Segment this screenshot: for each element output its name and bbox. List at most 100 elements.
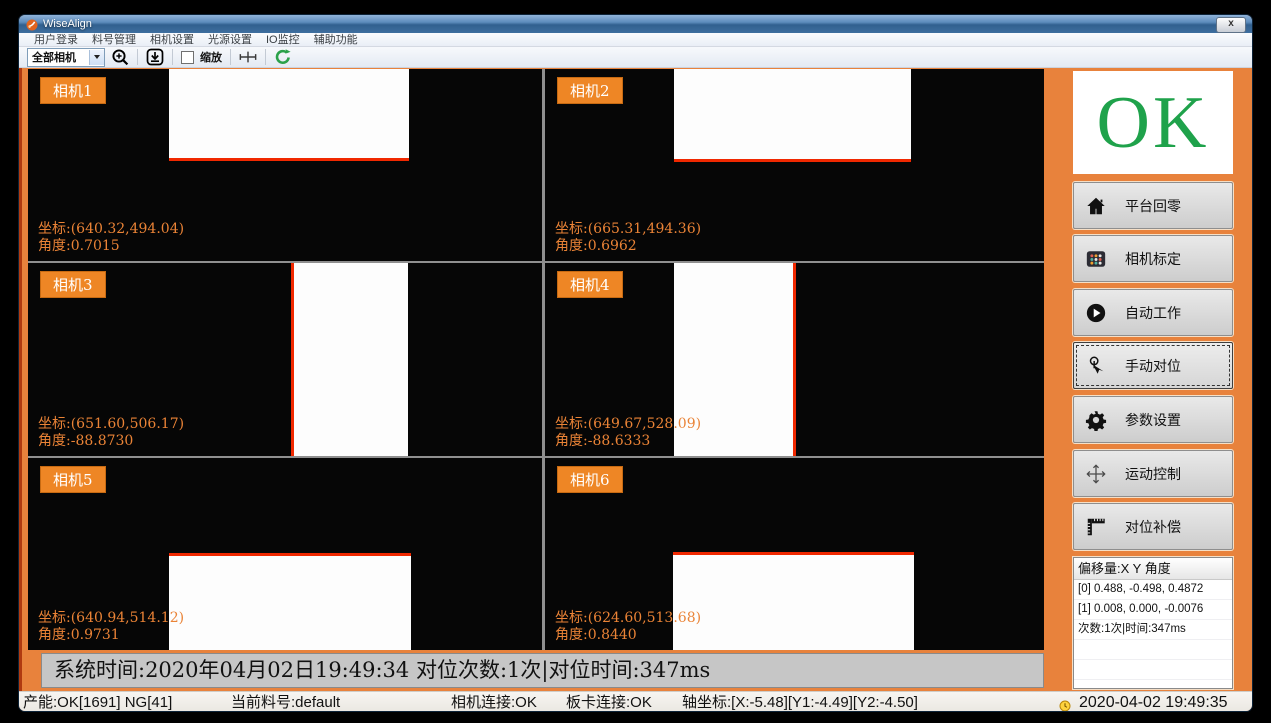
menu-bar: 用户登录 料号管理 相机设置 光源设置 IO监控 辅助功能 xyxy=(19,33,1252,47)
motion-axes-icon xyxy=(1085,463,1107,485)
platform-home-button[interactable]: 平台回零 xyxy=(1073,182,1233,229)
camera-blob xyxy=(168,552,411,650)
axis-coordinates: 轴坐标:[X:-5.48][Y1:-4.49][Y2:-4.50] xyxy=(682,694,918,711)
button-label: 平台回零 xyxy=(1125,197,1181,214)
menu-item-camera-settings[interactable]: 相机设置 xyxy=(150,33,194,46)
offset-row-empty xyxy=(1074,680,1232,688)
coord-text: 坐标:(651.60,506.17) xyxy=(38,415,185,432)
camera-label: 相机6 xyxy=(557,465,623,493)
capture-save-icon[interactable] xyxy=(146,48,164,66)
camera-view-5[interactable]: 相机5 坐标:(640.94,514.12) 角度:0.9731 xyxy=(28,457,542,650)
camera-view-2[interactable]: 相机2 坐标:(665.31,494.36) 角度:0.6962 xyxy=(545,69,1044,262)
camera-connection-status: 相机连接:OK xyxy=(451,694,537,711)
edge-marker-line xyxy=(793,263,796,456)
camera-blob xyxy=(674,263,794,456)
menu-item-light-settings[interactable]: 光源设置 xyxy=(208,33,252,46)
board-connection-status: 板卡连接:OK xyxy=(566,694,652,711)
toolbar-separator xyxy=(137,49,138,65)
camera-blob xyxy=(168,69,409,162)
angle-text: 角度:-88.6333 xyxy=(555,432,651,449)
angle-text: 角度:-88.8730 xyxy=(38,432,134,449)
offset-panel-header: 偏移量:X Y 角度 xyxy=(1074,558,1232,580)
dropdown-arrow-icon[interactable] xyxy=(89,49,104,65)
motion-control-button[interactable]: 运动控制 xyxy=(1073,450,1233,497)
menu-item-part-manage[interactable]: 料号管理 xyxy=(92,33,136,46)
menu-item-io-monitor[interactable]: IO监控 xyxy=(266,33,300,46)
camera-readout: 坐标:(665.31,494.36) 角度:0.6962 xyxy=(555,221,701,255)
system-time-bar: 系统时间:2020年04月02日19:49:34 对位次数:1次|对位时间:34… xyxy=(41,653,1044,688)
coord-text: 坐标:(624.60,513.68) xyxy=(555,609,702,626)
angle-text: 角度:0.9731 xyxy=(38,626,120,643)
camera-label: 相机2 xyxy=(557,77,623,104)
manual-align-button[interactable]: 手动对位 xyxy=(1073,342,1233,389)
close-button[interactable]: x xyxy=(1216,17,1246,33)
edge-marker-line xyxy=(168,552,411,556)
result-status-text: OK xyxy=(1096,81,1210,164)
clock-icon xyxy=(1059,697,1071,711)
camera-label: 相机1 xyxy=(40,77,106,104)
edge-marker-line xyxy=(672,551,915,555)
camera-readout: 坐标:(651.60,506.17) 角度:-88.8730 xyxy=(38,416,184,450)
menu-item-user-login[interactable]: 用户登录 xyxy=(34,33,78,46)
offset-row-empty xyxy=(1074,640,1232,660)
calibration-board-icon xyxy=(1085,248,1107,270)
refresh-icon[interactable] xyxy=(274,48,292,66)
toolbar-separator xyxy=(172,49,173,65)
camera-view-4[interactable]: 相机4 坐标:(649.67,528.09) 角度:-88.6333 xyxy=(545,263,1044,456)
camera-blob xyxy=(672,551,915,650)
align-compensation-button[interactable]: 对位补偿 xyxy=(1073,503,1233,550)
ruler-icon xyxy=(1085,516,1107,538)
offset-row: 次数:1次|时间:347ms xyxy=(1074,620,1232,640)
camera-label: 相机3 xyxy=(40,271,106,299)
parameter-settings-button[interactable]: 参数设置 xyxy=(1073,396,1233,443)
client-area: 相机1 坐标:(640.32,494.04) 角度:0.7015 相机2 坐标:(… xyxy=(19,68,1252,691)
auto-work-button[interactable]: 自动工作 xyxy=(1073,289,1233,336)
button-label: 对位补偿 xyxy=(1125,518,1181,535)
crosshair-icon[interactable] xyxy=(239,48,257,66)
capacity-status: 产能:OK[1691] NG[41] xyxy=(23,694,173,711)
offset-panel[interactable]: 偏移量:X Y 角度 [0] 0.488, -0.498, 0.4872 [1]… xyxy=(1073,557,1233,689)
zoom-checkbox-label[interactable]: 缩放 xyxy=(200,52,222,64)
camera-label: 相机5 xyxy=(40,465,106,493)
coord-text: 坐标:(640.32,494.04) xyxy=(38,221,185,238)
camera-view-1[interactable]: 相机1 坐标:(640.32,494.04) 角度:0.7015 xyxy=(28,69,542,262)
camera-calibration-button[interactable]: 相机标定 xyxy=(1073,235,1233,282)
camera-readout: 坐标:(624.60,513.68) 角度:0.8440 xyxy=(555,610,701,644)
button-label: 参数设置 xyxy=(1125,411,1181,428)
zoom-checkbox[interactable] xyxy=(181,50,194,64)
edge-marker-line xyxy=(674,159,911,163)
gear-icon xyxy=(1085,409,1107,431)
camera-label: 相机4 xyxy=(557,271,623,299)
camera-grid: 相机1 坐标:(640.32,494.04) 角度:0.7015 相机2 坐标:(… xyxy=(28,69,1044,650)
button-label: 自动工作 xyxy=(1125,304,1181,321)
camera-readout: 坐标:(640.94,514.12) 角度:0.9731 xyxy=(38,610,184,644)
coord-text: 坐标:(649.67,528.09) xyxy=(555,415,702,432)
edge-marker-line xyxy=(291,263,295,456)
button-label: 相机标定 xyxy=(1125,250,1181,267)
window-title: WiseAlign xyxy=(43,18,92,30)
angle-text: 角度:0.7015 xyxy=(38,238,120,255)
menu-item-aux-functions[interactable]: 辅助功能 xyxy=(313,33,358,46)
coord-text: 坐标:(665.31,494.36) xyxy=(555,221,702,238)
camera-view-3[interactable]: 相机3 坐标:(651.60,506.17) 角度:-88.8730 xyxy=(28,263,542,456)
offset-row-empty xyxy=(1074,660,1232,680)
camera-select-value: 全部相机 xyxy=(32,52,76,64)
camera-view-6[interactable]: 相机6 坐标:(624.60,513.68) 角度:0.8440 xyxy=(545,457,1044,650)
toolbar-separator xyxy=(265,49,266,65)
status-datetime: 2020-04-02 19:49:35 xyxy=(1079,694,1228,711)
camera-readout: 坐标:(640.32,494.04) 角度:0.7015 xyxy=(38,221,184,255)
hand-touch-icon xyxy=(1085,355,1107,377)
offset-row: [1] 0.008, 0.000, -0.0076 xyxy=(1074,600,1232,620)
toolbar: 全部相机 缩放 xyxy=(19,47,1252,68)
app-window: WiseAlign x 用户登录 料号管理 相机设置 光源设置 IO监控 辅助功… xyxy=(18,14,1253,712)
angle-text: 角度:0.8440 xyxy=(555,626,637,643)
camera-select-dropdown[interactable]: 全部相机 xyxy=(27,47,105,67)
edge-marker-line xyxy=(168,158,409,162)
title-bar[interactable]: WiseAlign x xyxy=(19,15,1252,33)
app-logo-icon xyxy=(26,18,38,31)
zoom-in-icon[interactable] xyxy=(111,48,129,66)
play-icon xyxy=(1085,302,1107,324)
result-indicator: OK xyxy=(1073,71,1233,174)
current-part-number: 当前料号:default xyxy=(231,694,341,711)
